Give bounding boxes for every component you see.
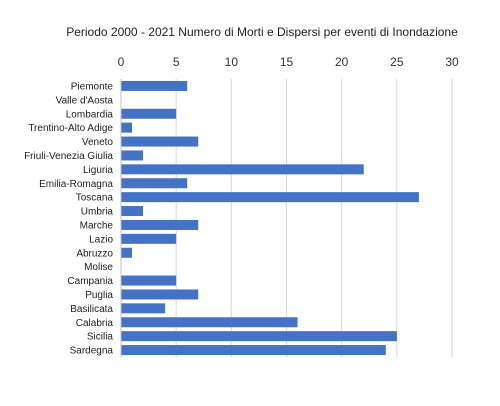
bar [121,219,199,230]
bar [121,331,397,342]
x-axis-ticks: 0 5 10 15 20 25 30 [118,55,459,69]
category-label: Toscana [76,193,114,204]
bar [121,303,166,314]
bar [121,289,199,300]
category-label: Umbria [81,207,114,218]
bar [121,345,386,356]
x-tick-label: 5 [173,55,180,69]
category-label: Valle d'Aosta [56,95,114,106]
bar [121,136,199,147]
bar [121,164,364,175]
bar [121,150,144,161]
bar [121,247,133,258]
category-label: Puglia [85,290,113,301]
category-label: Molise [84,262,113,273]
bar [121,192,419,203]
bar [121,108,177,119]
chart-title: Periodo 2000 - 2021 Numero di Morti e Di… [66,25,458,39]
x-tick-label: 30 [445,55,459,69]
category-label: Veneto [82,137,114,148]
category-label: Friuli-Venezia Giulia [24,151,113,162]
x-tick-label: 0 [118,55,125,69]
bar [121,122,133,133]
category-label: Lazio [89,234,113,245]
x-tick-label: 25 [390,55,404,69]
bar [121,233,177,244]
category-label: Trentino-Alto Adige [28,123,113,134]
bar [121,317,298,328]
x-tick-label: 10 [225,55,239,69]
category-labels: Piemonte Valle d'Aosta Lombardia Trentino-A… [24,81,113,356]
category-label: Emilia-Romagna [39,179,113,190]
category-label: Calabria [76,318,114,329]
category-label: Lombardia [66,109,114,120]
bar [121,178,188,189]
category-label: Marche [80,220,114,231]
category-label: Piemonte [71,81,114,92]
bar [121,275,177,286]
category-label: Campania [67,276,113,287]
gridlines [175,79,453,357]
x-tick-label: 20 [335,55,349,69]
category-label: Liguria [83,165,113,176]
x-tick-label: 15 [280,55,294,69]
category-label: Sicilia [87,332,114,343]
category-label: Sardegna [70,346,114,357]
bar [121,206,144,217]
category-label: Abruzzo [76,248,113,259]
category-label: Basilicata [70,304,113,315]
bar [121,80,188,91]
bars [121,80,419,356]
